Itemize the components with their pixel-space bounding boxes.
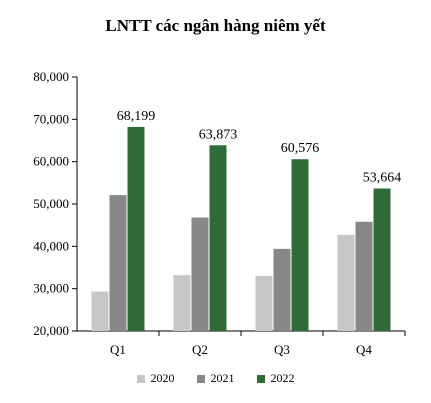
- bar-2022-Q1: [127, 126, 145, 331]
- bar-2020-Q3: [255, 275, 273, 331]
- bars: [91, 126, 391, 331]
- y-tick-label: 30,000: [33, 281, 69, 296]
- x-tick-label: Q4: [356, 342, 372, 357]
- bar-2022-Q2: [209, 145, 227, 331]
- x-tick-label: Q1: [110, 342, 126, 357]
- axes: 20,000 30,000 40,000 50,000 60,000 70,000 80,0…: [33, 69, 406, 338]
- bar-2021-Q4: [355, 221, 373, 331]
- x-tick-label: Q2: [192, 342, 208, 357]
- data-label: 53,664: [363, 170, 402, 185]
- legend: 2020 2021 2022: [0, 371, 431, 386]
- data-label: 60,576: [281, 141, 320, 156]
- y-tick-label: 40,000: [33, 238, 69, 253]
- y-tick-label: 70,000: [33, 111, 69, 126]
- y-tick-label: 60,000: [33, 154, 69, 169]
- bar-2022-Q3: [291, 159, 309, 331]
- data-label: 63,873: [199, 127, 238, 142]
- bar-2020-Q1: [91, 291, 109, 331]
- data-label: 68,199: [117, 109, 156, 124]
- legend-item: 2022: [256, 371, 295, 386]
- legend-label: 2020: [150, 371, 175, 385]
- bar-2020-Q2: [173, 275, 191, 331]
- y-tick-label: 20,000: [33, 323, 69, 338]
- legend-label: 2021: [210, 371, 235, 385]
- legend-item: 2020: [136, 371, 175, 386]
- bar-2020-Q4: [337, 234, 355, 331]
- bar-2022-Q4: [373, 188, 391, 331]
- legend-label: 2022: [270, 371, 295, 385]
- legend-swatch: [136, 374, 145, 383]
- y-tick-label: 50,000: [33, 196, 69, 211]
- labels: 68,199 Q1 63,873 Q2 60,576 Q3 53,664 Q4: [110, 109, 401, 357]
- bar-2021-Q3: [273, 248, 291, 331]
- legend-swatch: [256, 374, 265, 383]
- bar-2021-Q1: [109, 195, 127, 331]
- bar-2021-Q2: [191, 217, 209, 331]
- chart-title: LNTT các ngân hàng niêm yết: [105, 16, 326, 35]
- legend-swatch: [196, 374, 205, 383]
- x-tick-label: Q3: [274, 342, 290, 357]
- y-tick-label: 80,000: [33, 69, 69, 84]
- legend-item: 2021: [196, 371, 235, 386]
